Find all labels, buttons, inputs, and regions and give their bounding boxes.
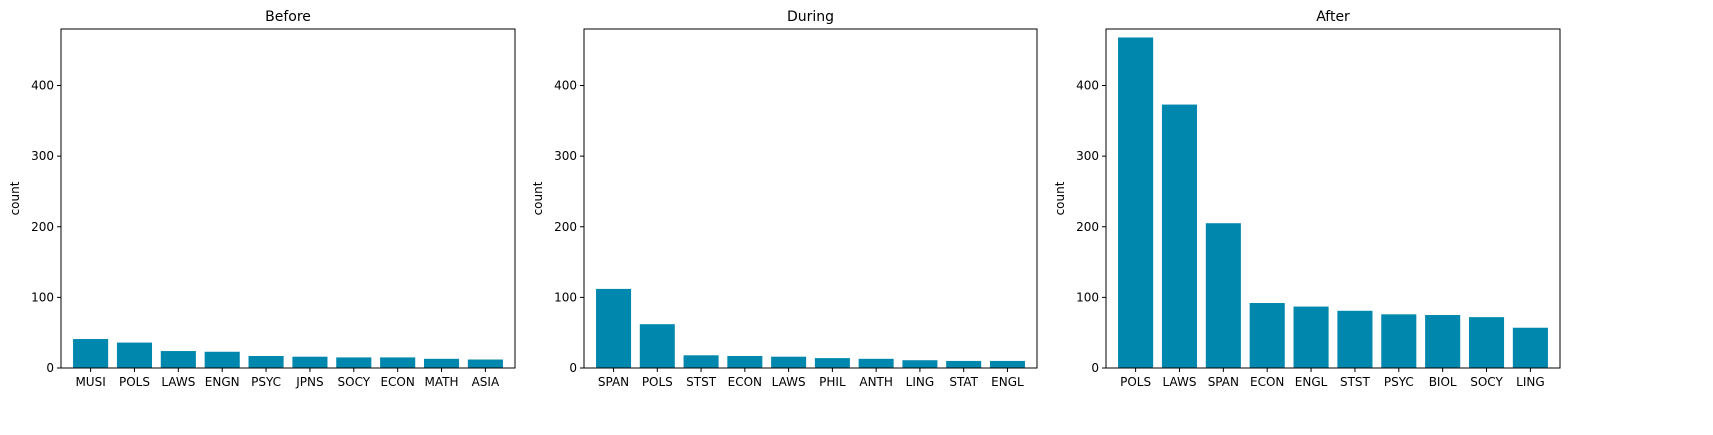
bar-pols xyxy=(1118,37,1154,368)
y-tick-label: 0 xyxy=(1091,361,1099,375)
x-tick-label: LAWS xyxy=(1162,375,1196,389)
x-tick-label: PSYC xyxy=(251,375,281,389)
chart-title: Before xyxy=(265,9,311,25)
bar-engl xyxy=(989,360,1025,368)
x-tick-label: MUSI xyxy=(75,375,105,389)
x-tick-label: STAT xyxy=(949,375,978,389)
x-tick-label: ANTH xyxy=(859,375,893,389)
y-tick-label: 400 xyxy=(554,79,577,93)
x-tick-label: JPNS xyxy=(295,375,323,389)
y-tick-label: 100 xyxy=(554,290,577,304)
x-tick-label: LAWS xyxy=(161,375,195,389)
bar-psyc xyxy=(248,355,284,368)
y-tick-label: 200 xyxy=(31,220,54,234)
bar-biol xyxy=(1425,315,1461,368)
chart-title: After xyxy=(1316,9,1350,25)
bar-psyc xyxy=(1381,314,1417,368)
x-tick-label: LAWS xyxy=(772,375,806,389)
x-tick-label: POLS xyxy=(1120,375,1151,389)
bar-stst xyxy=(683,355,719,368)
x-tick-label: ECON xyxy=(1250,375,1284,389)
bar-anth xyxy=(858,358,894,368)
bar-phil xyxy=(814,358,850,368)
x-tick-label: ENGL xyxy=(1295,375,1328,389)
bar-laws xyxy=(771,356,807,368)
bar-pols xyxy=(116,342,153,368)
bar-laws xyxy=(160,351,196,368)
bar-ling xyxy=(902,360,938,368)
x-tick-label: SPAN xyxy=(1208,375,1239,389)
x-tick-label: ECON xyxy=(380,375,414,389)
bar-stst xyxy=(1337,310,1373,368)
bar-stat xyxy=(946,360,982,368)
x-tick-label: ASIA xyxy=(472,375,500,389)
y-tick-label: 400 xyxy=(31,79,54,93)
chart-panel-1: SPAN POLS STST ECON LAWS PHIL ANTH LING STAT ENGL… xyxy=(531,9,1038,389)
bar-engl xyxy=(1293,306,1329,368)
y-axis-label: count xyxy=(1053,181,1067,215)
bar-socy xyxy=(336,357,372,368)
bar-span xyxy=(596,288,632,368)
bar-musi xyxy=(73,339,109,368)
x-tick-label: BIOL xyxy=(1429,375,1457,389)
x-tick-label: SOCY xyxy=(1470,375,1503,389)
x-tick-label: ENGN xyxy=(205,375,240,389)
bar-engn xyxy=(204,351,240,368)
bar-span xyxy=(1205,223,1241,368)
x-tick-label: ECON xyxy=(728,375,762,389)
y-tick-label: 400 xyxy=(1076,79,1099,93)
x-tick-label: LING xyxy=(1516,375,1545,389)
x-tick-label: SPAN xyxy=(598,375,629,389)
axes-frame xyxy=(60,28,516,369)
y-tick-label: 0 xyxy=(569,361,577,375)
bar-socy xyxy=(1468,317,1505,368)
bar-asia xyxy=(467,359,503,368)
chart-panel-0: MUSI POLS LAWS ENGN PSYC JPNS SOCY ECON MATH ASIA… xyxy=(8,9,516,389)
y-tick-label: 100 xyxy=(1076,290,1099,304)
x-tick-label: LING xyxy=(906,375,935,389)
bar-econ xyxy=(727,355,763,368)
x-tick-label: POLS xyxy=(642,375,673,389)
bar-econ xyxy=(1249,303,1285,368)
axes-frame xyxy=(1105,28,1561,369)
y-tick-label: 200 xyxy=(554,220,577,234)
x-tick-label: STST xyxy=(1340,375,1371,389)
axes-frame xyxy=(583,28,1038,369)
x-tick-label: ENGL xyxy=(991,375,1024,389)
bar-jpns xyxy=(292,356,328,368)
bar-ling xyxy=(1512,327,1548,368)
chart-panel-2: POLS LAWS SPAN ECON ENGL STST PSYC BIOL SOCY LING… xyxy=(1053,9,1561,389)
x-tick-label: STST xyxy=(686,375,717,389)
bar-laws xyxy=(1161,104,1198,368)
y-axis-label: count xyxy=(531,181,545,215)
y-tick-label: 0 xyxy=(46,361,54,375)
bar-pols xyxy=(639,324,675,368)
y-tick-label: 200 xyxy=(1076,220,1099,234)
y-tick-label: 300 xyxy=(31,149,54,163)
x-tick-label: PHIL xyxy=(819,375,846,389)
y-axis-label: count xyxy=(8,181,22,215)
y-tick-label: 300 xyxy=(554,149,577,163)
bar-math xyxy=(423,358,460,368)
x-tick-label: PSYC xyxy=(1384,375,1414,389)
x-tick-label: SOCY xyxy=(338,375,371,389)
x-tick-label: POLS xyxy=(119,375,150,389)
bar-econ xyxy=(380,357,416,368)
y-tick-label: 300 xyxy=(1076,149,1099,163)
chart-title: During xyxy=(787,9,834,25)
y-tick-label: 100 xyxy=(31,290,54,304)
x-tick-label: MATH xyxy=(425,375,459,389)
